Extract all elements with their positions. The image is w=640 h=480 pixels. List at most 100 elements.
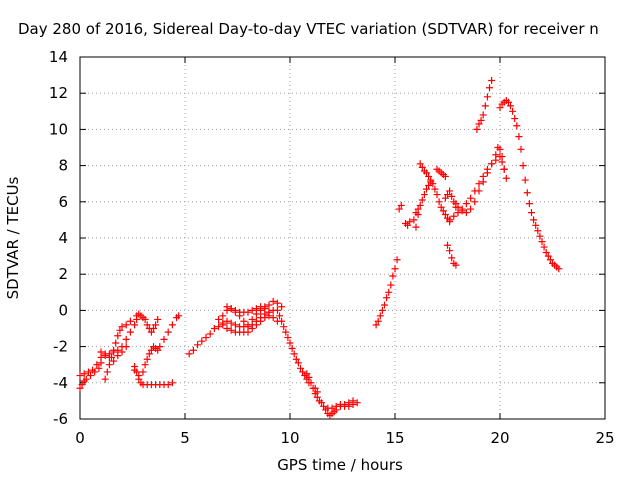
data-point — [498, 153, 506, 161]
data-point — [78, 381, 86, 389]
data-point — [168, 379, 176, 387]
data-point — [318, 399, 325, 407]
data-point — [525, 200, 533, 208]
x-axis-tick-labels: 0 5 10 15 20 25 — [75, 429, 614, 447]
data-point — [147, 328, 155, 336]
data-point — [299, 368, 307, 376]
data-point — [429, 180, 437, 188]
data-point — [105, 353, 113, 361]
data-point — [444, 241, 451, 249]
data-point — [509, 107, 517, 115]
data-point — [219, 312, 227, 320]
data-point — [286, 339, 294, 347]
data-point — [89, 366, 97, 374]
data-point — [437, 203, 445, 211]
y-axis-tick-labels: -6 -4 -2 0 2 4 6 8 10 12 14 — [49, 48, 68, 428]
data-point — [546, 256, 554, 264]
data-point — [412, 223, 420, 231]
data-point — [223, 325, 231, 332]
data-point — [261, 314, 269, 322]
data-point — [519, 162, 527, 170]
data-point — [294, 359, 302, 367]
data-point — [341, 401, 349, 409]
y-tick-label: 6 — [58, 193, 68, 211]
data-point — [418, 163, 426, 171]
data-point — [160, 335, 168, 343]
data-point — [118, 348, 126, 356]
data-point — [150, 325, 157, 332]
x-tick-label: 15 — [385, 429, 404, 447]
data-point — [139, 368, 147, 376]
data-point — [515, 133, 523, 141]
data-point — [475, 187, 483, 195]
data-point — [141, 361, 149, 369]
data-point — [112, 339, 120, 347]
data-point — [168, 321, 176, 329]
data-point — [502, 174, 510, 182]
data-point — [147, 346, 155, 354]
data-point — [156, 343, 164, 351]
data-point — [540, 243, 548, 251]
data-point — [198, 337, 206, 345]
y-tick-label: 14 — [49, 48, 68, 66]
data-point — [76, 384, 84, 392]
data-point — [441, 172, 449, 180]
data-point — [441, 194, 449, 202]
data-point — [320, 402, 328, 410]
data-point — [473, 125, 481, 133]
y-tick-label: 4 — [58, 229, 68, 247]
data-point — [488, 77, 496, 85]
data-point — [431, 185, 439, 193]
data-point — [397, 201, 405, 209]
data-point — [131, 366, 139, 374]
y-tick-label: 12 — [49, 84, 68, 102]
data-point — [223, 303, 231, 311]
y-tick-label: 0 — [58, 301, 68, 319]
data-point — [542, 248, 550, 256]
data-point — [311, 384, 319, 392]
data-point — [93, 361, 101, 369]
x-tick-label: 20 — [490, 429, 509, 447]
y-tick-label: -2 — [53, 338, 68, 356]
data-point — [406, 218, 414, 226]
data-point — [288, 344, 296, 352]
data-point — [175, 312, 183, 320]
data-point — [307, 379, 315, 387]
y-tick-label: 2 — [58, 265, 68, 283]
data-point — [444, 191, 451, 199]
data-point — [223, 317, 231, 325]
data-point — [462, 200, 470, 208]
x-axis-label: GPS time / hours — [277, 456, 403, 474]
data-point — [425, 182, 433, 190]
data-point — [154, 346, 162, 354]
x-tick-label: 25 — [595, 429, 614, 447]
x-tick-label: 0 — [75, 429, 85, 447]
data-point — [126, 328, 134, 336]
data-point — [227, 305, 235, 313]
data-point — [513, 122, 521, 130]
data-point — [164, 381, 172, 389]
data-point — [332, 402, 340, 410]
data-point — [376, 312, 384, 320]
data-point — [87, 372, 94, 380]
data-point — [210, 325, 218, 332]
data-point — [467, 194, 475, 202]
data-point — [131, 321, 139, 329]
data-point — [143, 355, 151, 363]
data-point — [425, 172, 433, 180]
data-point — [290, 350, 298, 358]
data-point — [122, 343, 130, 351]
data-point — [454, 203, 462, 211]
data-point — [261, 303, 269, 311]
x-tick-label: 5 — [180, 429, 190, 447]
data-point — [84, 368, 92, 376]
data-point — [458, 207, 466, 215]
data-point — [202, 334, 210, 342]
grid — [80, 57, 605, 419]
data-point — [452, 200, 460, 208]
data-point — [383, 294, 391, 302]
data-point — [145, 350, 153, 358]
y-tick-label: -6 — [53, 410, 68, 428]
data-point — [189, 346, 197, 354]
